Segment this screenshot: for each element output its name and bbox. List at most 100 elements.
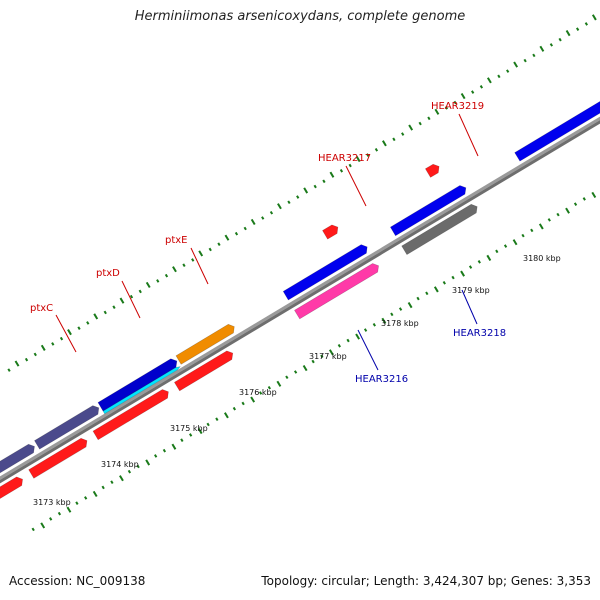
outer-ruler-tick: [217, 242, 221, 247]
inner-ruler-tick: [92, 490, 98, 498]
outer-ruler-tick: [7, 368, 11, 372]
inner-ruler-tick: [84, 496, 88, 500]
inner-ruler-tick: [302, 364, 308, 372]
inner-ruler-tick: [372, 322, 376, 327]
inner-ruler-tick: [110, 480, 114, 484]
outer-ruler-tick: [156, 279, 160, 283]
outer-ruler-tick: [14, 360, 20, 367]
inner-ruler-tick: [180, 438, 184, 443]
backbone-line-outer: [0, 116, 600, 480]
gene-label: ptxE: [165, 235, 188, 246]
outer-ruler-tick: [145, 281, 151, 288]
gene-arrow-hear3217: [322, 224, 339, 240]
gene-label-leader: [357, 329, 379, 371]
gene-arrow-hear3216: [294, 263, 379, 320]
inner-ruler-tick: [495, 249, 499, 254]
inner-ruler-tick: [363, 328, 368, 332]
inner-ruler-tick: [486, 254, 492, 261]
outer-ruler-tick: [303, 187, 309, 194]
outer-ruler-tick: [549, 43, 554, 47]
inner-ruler-tick: [538, 223, 544, 230]
outer-ruler-tick: [355, 155, 361, 163]
inner-ruler-tick: [293, 370, 298, 374]
axis-tick-label: 3178 kbp: [381, 319, 419, 328]
inner-ruler-tick: [127, 469, 132, 474]
backbone-line-inner: [0, 120, 600, 484]
outer-ruler-tick: [234, 231, 239, 236]
outer-ruler-tick: [138, 289, 142, 294]
gene-arrow-hear3218-rev: [389, 185, 467, 237]
inner-ruler-tick: [197, 427, 203, 435]
outer-ruler-tick: [339, 168, 344, 173]
gene-label-leader: [55, 314, 77, 353]
gene-arrow-ptxc: [34, 405, 100, 450]
outer-ruler-tick: [497, 74, 501, 79]
accession-text: Accession: NC_009138: [9, 574, 146, 588]
outer-ruler-tick: [434, 108, 440, 115]
inner-ruler-tick: [556, 212, 560, 217]
outer-ruler-tick: [532, 53, 536, 58]
inner-ruler-tick: [573, 202, 578, 206]
inner-ruler-tick: [521, 233, 525, 238]
inner-ruler-tick: [311, 359, 315, 364]
outer-ruler-tick: [382, 140, 387, 147]
inner-ruler-tick: [250, 396, 256, 403]
inner-ruler-tick: [267, 385, 271, 390]
outer-ruler-tick: [24, 357, 29, 362]
outer-ruler-tick: [224, 234, 230, 241]
outer-ruler-tick: [33, 352, 37, 357]
gene-label-leader: [121, 280, 141, 319]
axis-tick-label: 3180 kbp: [523, 254, 561, 263]
inner-ruler-tick: [49, 517, 53, 521]
outer-ruler-tick: [348, 163, 352, 168]
outer-ruler-tick: [584, 22, 589, 26]
outer-ruler-tick: [77, 326, 81, 330]
inner-ruler-tick: [241, 401, 245, 406]
inner-ruler-tick: [232, 406, 237, 411]
inner-ruler-tick: [355, 333, 361, 340]
gene-label: ptxC: [30, 303, 53, 314]
axis-tick-label: 3177 kbp: [309, 352, 347, 361]
outer-ruler-tick: [59, 336, 64, 341]
inner-ruler-tick: [31, 527, 35, 532]
inner-ruler-tick: [40, 522, 46, 529]
inner-ruler-tick: [66, 506, 72, 513]
inner-ruler-tick: [276, 380, 282, 387]
inner-ruler-tick: [136, 464, 140, 469]
inner-ruler-tick: [547, 218, 551, 222]
outer-ruler-tick: [565, 30, 571, 37]
inner-ruler-tick: [591, 191, 597, 199]
axis-tick-label: 3176 kbp: [239, 388, 277, 397]
outer-ruler-tick: [392, 137, 396, 142]
outer-ruler-tick: [182, 263, 186, 268]
inner-ruler-tick: [224, 412, 229, 419]
gene-arrow-ptxe: [175, 323, 235, 365]
inner-ruler-tick: [189, 433, 193, 437]
inner-ruler-tick: [530, 228, 534, 233]
gene-label: HEAR3216: [355, 374, 408, 385]
inner-ruler-tick: [503, 244, 508, 248]
inner-ruler-tick: [565, 207, 570, 214]
outer-ruler-tick: [67, 329, 72, 336]
outer-ruler-tick: [460, 92, 466, 100]
inner-ruler-tick: [320, 354, 324, 359]
outer-ruler-tick: [575, 27, 580, 31]
outer-ruler-tick: [191, 258, 195, 262]
outer-ruler-tick: [86, 321, 90, 325]
outer-ruler-tick: [486, 77, 492, 84]
inner-ruler-tick: [171, 443, 177, 450]
outer-ruler-tick: [112, 305, 116, 309]
outer-ruler-tick: [103, 310, 107, 315]
outer-ruler-tick: [539, 45, 545, 52]
map-title: Herminiimonas arsenicoxydans, complete g…: [134, 9, 466, 24]
inner-ruler-tick: [215, 417, 219, 422]
outer-ruler-tick: [523, 58, 527, 63]
outer-ruler-tick: [401, 132, 405, 136]
inner-ruler-tick: [258, 391, 263, 395]
gene-label: HEAR3218: [453, 328, 506, 339]
outer-ruler-tick: [198, 250, 204, 257]
inner-ruler-tick: [442, 281, 446, 285]
inner-ruler-tick: [162, 448, 167, 453]
outer-ruler-tick: [269, 210, 274, 215]
outer-ruler-tick: [322, 179, 326, 184]
